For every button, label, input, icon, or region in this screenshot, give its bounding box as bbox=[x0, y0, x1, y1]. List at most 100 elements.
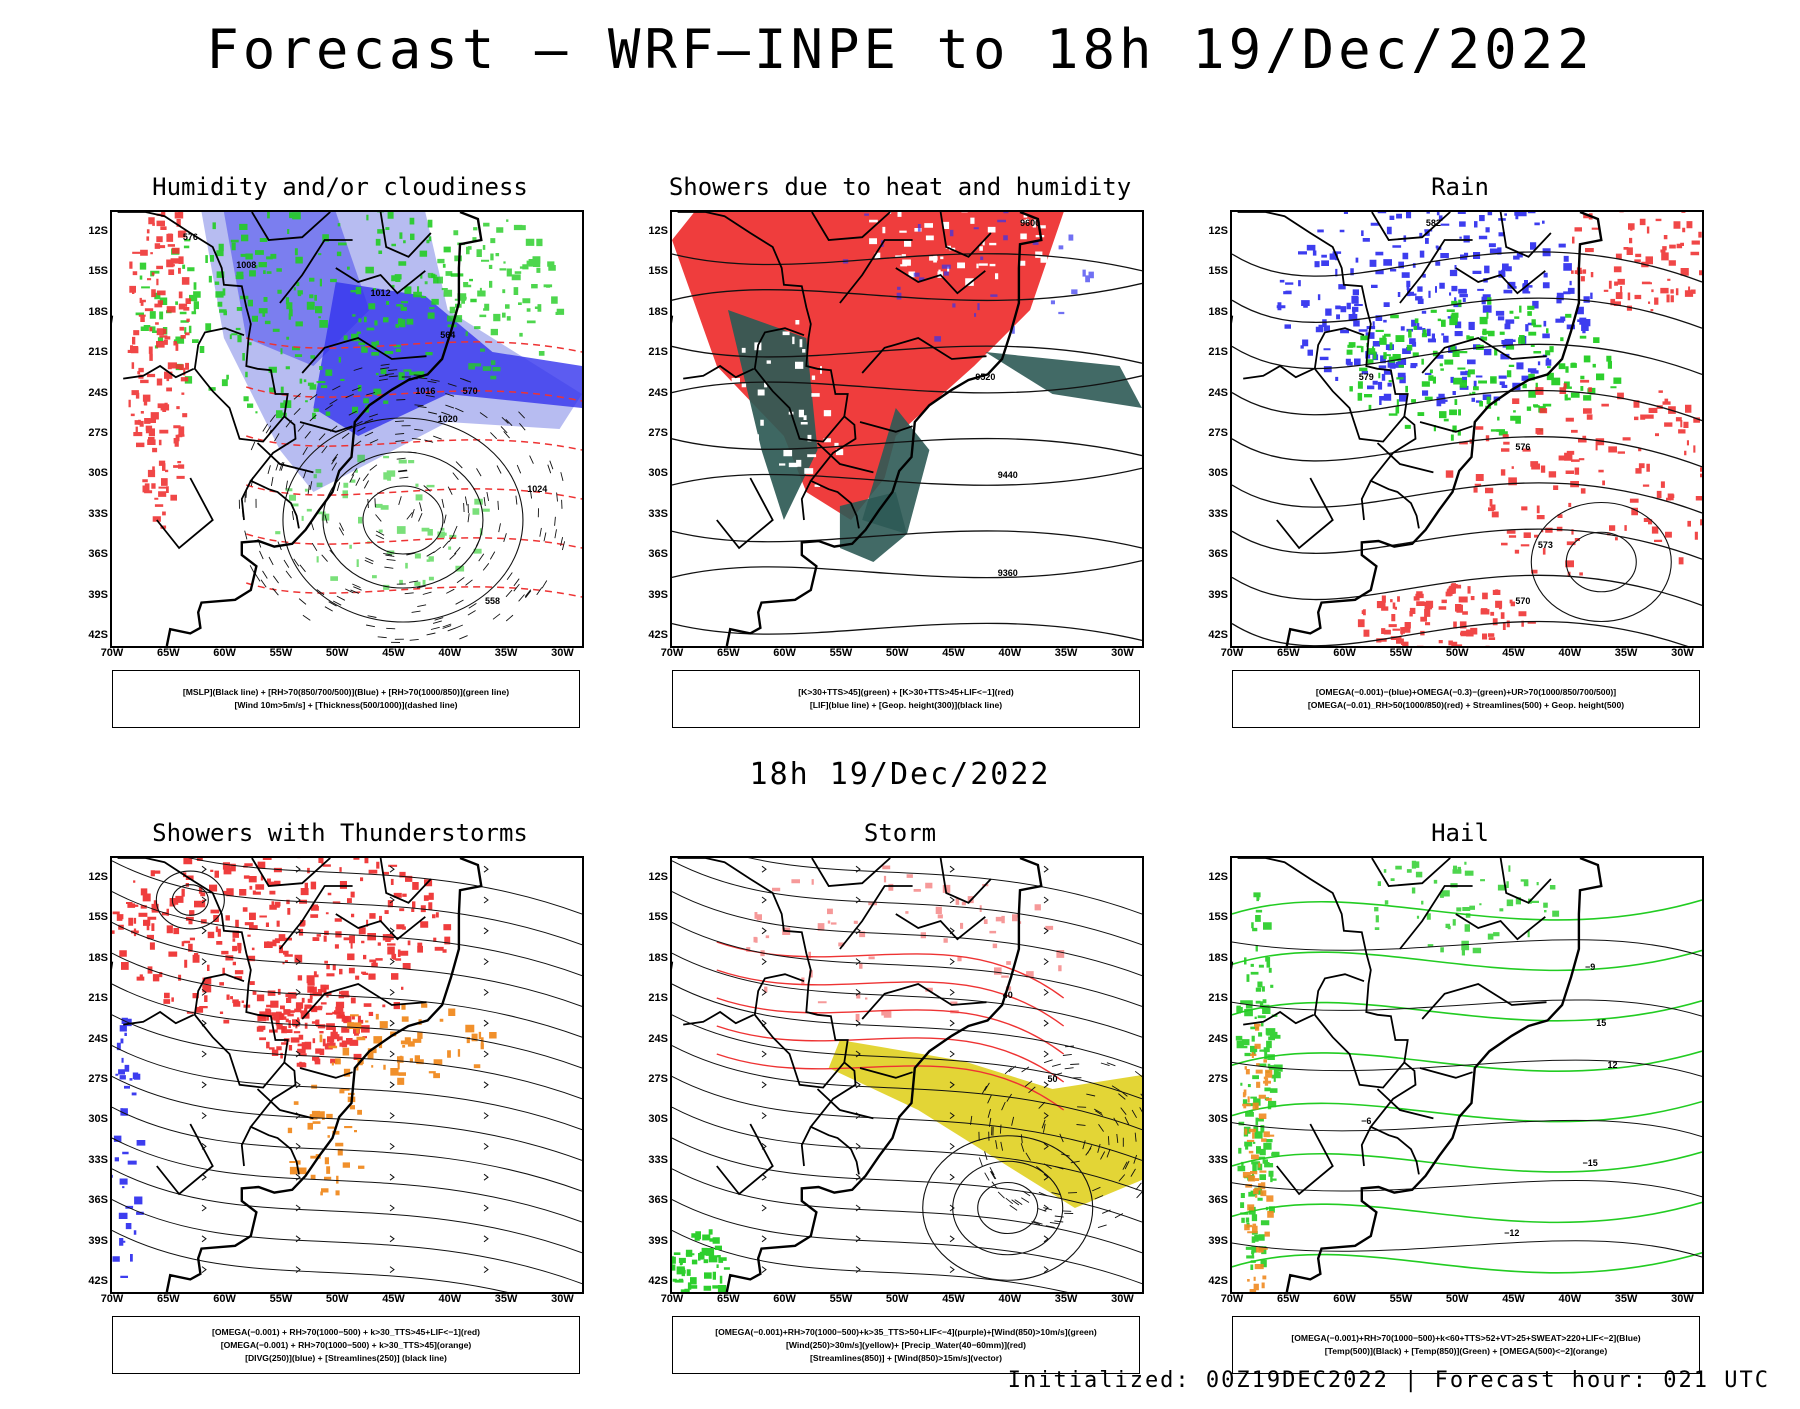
lat-tick-label: 18S bbox=[1208, 305, 1228, 318]
coastline bbox=[1285, 212, 1603, 646]
panel-storm: Storm 40 50 12S 15S 18S 21S 24S 27S 30S 33S 36S 39S 4… bbox=[620, 819, 1180, 1409]
border-line bbox=[335, 913, 426, 941]
border-line bbox=[1421, 337, 1547, 374]
lon-tick-label: 55W bbox=[829, 647, 853, 659]
coastline bbox=[1285, 858, 1603, 1292]
lat-tick-label: 21S bbox=[88, 992, 108, 1005]
lat-tick-label: 42S bbox=[1208, 1275, 1228, 1287]
lon-tick-label: 60W bbox=[773, 1293, 796, 1305]
lat-tick-label: 18S bbox=[88, 305, 108, 318]
border-line bbox=[1243, 1010, 1315, 1026]
border-line bbox=[1419, 1067, 1473, 1079]
lon-tick-label: 60W bbox=[1333, 647, 1356, 659]
border-line bbox=[1455, 267, 1546, 295]
contour-label: 564 bbox=[440, 330, 455, 340]
lat-tick-label: 21S bbox=[1208, 992, 1228, 1005]
border-line bbox=[379, 858, 432, 904]
lat-tick-label: 33S bbox=[1208, 507, 1228, 520]
border-line bbox=[1360, 1126, 1372, 1167]
map-svg: 40 50 bbox=[672, 858, 1142, 1292]
contour-label: 1008 bbox=[236, 260, 256, 270]
border-line bbox=[753, 973, 845, 1089]
contour-label: −9 bbox=[1585, 962, 1595, 972]
lon-tick-label: 70W bbox=[100, 647, 124, 659]
legend-box: [OMEGA(−0.001) + RH>70(1000−500) + k>30_… bbox=[112, 1316, 580, 1374]
lat-tick-label: 21S bbox=[1208, 346, 1228, 359]
border-line bbox=[1360, 480, 1372, 521]
panel-title: Showers with Thunderstorms bbox=[152, 819, 528, 847]
border-line bbox=[1276, 1123, 1334, 1196]
border-line bbox=[1376, 1088, 1434, 1120]
lat-tick-label: 21S bbox=[648, 992, 668, 1005]
contour-label: 570 bbox=[1515, 596, 1530, 606]
panel-title: Hail bbox=[1431, 819, 1489, 847]
border-line bbox=[156, 477, 214, 550]
border-line bbox=[895, 267, 986, 295]
border-line bbox=[939, 858, 992, 904]
legend-line: [K>30+TTS>45](green) + [K>30+TTS>45+LIF<… bbox=[798, 687, 1014, 697]
lat-tick-label: 15S bbox=[1208, 911, 1228, 924]
border-line bbox=[123, 1010, 195, 1026]
border-line bbox=[816, 1088, 874, 1120]
lat-tick-label: 30S bbox=[1208, 467, 1228, 480]
lon-tick-label: 60W bbox=[213, 1293, 236, 1305]
border-line bbox=[677, 212, 860, 529]
lat-tick-label: 24S bbox=[648, 1032, 668, 1045]
lat-tick-label: 18S bbox=[648, 305, 668, 318]
lon-tick-label: 35W bbox=[494, 647, 518, 659]
lat-tick-label: 39S bbox=[648, 588, 668, 601]
lat-tick-label: 27S bbox=[1208, 427, 1228, 439]
border-line bbox=[1499, 858, 1552, 904]
border-line bbox=[716, 477, 774, 550]
panel-title: Storm bbox=[863, 819, 937, 847]
border-line bbox=[839, 239, 913, 304]
legend-line: [OMEGA(−0.001) + RH>70(1000−500) + k>30_… bbox=[220, 1339, 472, 1350]
lon-tick-label: 30W bbox=[551, 647, 574, 659]
border-line bbox=[800, 1126, 812, 1167]
border-line bbox=[716, 1123, 774, 1196]
contour-label: 50 bbox=[1047, 1074, 1057, 1084]
lat-tick-label: 36S bbox=[88, 1194, 108, 1207]
border-line bbox=[279, 885, 353, 950]
legend-box: [MSLP](Black line) + [RH>70(850/700/500)… bbox=[112, 670, 580, 728]
lon-tick-label: 55W bbox=[269, 647, 293, 659]
lat-tick-label: 27S bbox=[648, 427, 668, 439]
border-line bbox=[117, 212, 300, 529]
lon-tick-label: 55W bbox=[1389, 647, 1413, 659]
border-line bbox=[1419, 421, 1473, 433]
lat-tick-label: 24S bbox=[88, 1032, 108, 1045]
lon-tick-label: 70W bbox=[1220, 1293, 1244, 1305]
lon-tick-label: 40W bbox=[1558, 1293, 1582, 1305]
contour-label: 12 bbox=[1607, 1060, 1617, 1070]
lat-tick-label: 12S bbox=[648, 225, 668, 237]
lon-tick-label: 35W bbox=[1054, 647, 1078, 659]
lon-tick-label: 35W bbox=[1614, 647, 1638, 659]
lat-tick-label: 15S bbox=[1208, 265, 1228, 278]
border-line bbox=[939, 212, 992, 258]
lon-tick-label: 45W bbox=[382, 1293, 405, 1305]
lon-tick-label: 40W bbox=[438, 647, 462, 659]
lon-tick-label: 45W bbox=[382, 647, 405, 659]
legend-box: [K>30+TTS>45](green) + [K>30+TTS>45+LIF<… bbox=[672, 670, 1140, 728]
lat-tick-label: 42S bbox=[88, 629, 108, 641]
lat-tick-label: 15S bbox=[88, 911, 108, 924]
lat-tick-label: 27S bbox=[88, 427, 108, 439]
border-line bbox=[335, 267, 426, 295]
lon-tick-label: 30W bbox=[551, 1293, 574, 1305]
lat-tick-label: 12S bbox=[1208, 871, 1228, 883]
border-line bbox=[240, 480, 252, 521]
lat-tick-label: 18S bbox=[88, 951, 108, 964]
border-line bbox=[1399, 239, 1473, 304]
legend-line: [OMEGA(−0.001)+RH>70(1000−500)+k<60+TTS>… bbox=[1291, 1333, 1641, 1343]
lat-tick-label: 21S bbox=[648, 346, 668, 359]
contour-label: −15 bbox=[1582, 1158, 1597, 1168]
contour-label: 1016 bbox=[415, 386, 435, 396]
map-plot: 1008 1012 1016 1020 1024 570 564 558 576 bbox=[110, 210, 584, 648]
panel-showers-heat: Showers due to heat and humidity 9600 9520… bbox=[620, 173, 1180, 763]
lon-tick-label: 45W bbox=[942, 647, 965, 659]
contour-label: −6 bbox=[1361, 1116, 1371, 1126]
lon-tick-label: 50W bbox=[885, 647, 909, 659]
border-line bbox=[895, 913, 986, 941]
lon-tick-label: 35W bbox=[1054, 1293, 1078, 1305]
legend-box: [OMEGA(−0.001)−(blue)+OMEGA(−0.3)−(green… bbox=[1232, 670, 1700, 728]
